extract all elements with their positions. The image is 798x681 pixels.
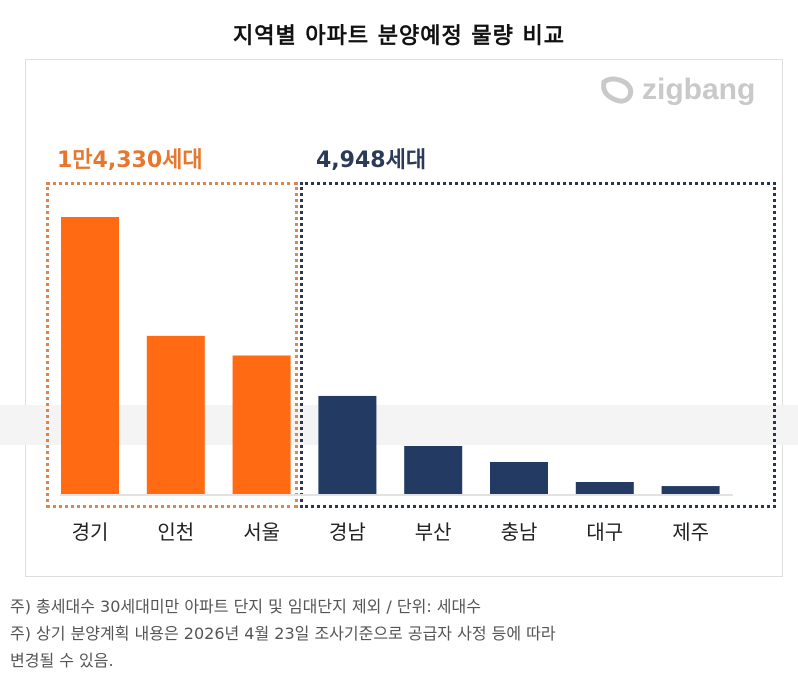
bar-3: [318, 395, 377, 494]
bar-1: [146, 335, 205, 494]
x-tick-label: 대구: [586, 520, 624, 544]
x-tick-label: 서울: [243, 520, 280, 544]
footnote-3: 변경될 수 있음.: [10, 651, 114, 670]
chart-frame: [25, 59, 783, 577]
chart-title: 지역별 아파트 분양예정 물량 비교: [233, 24, 565, 49]
group-box-metro: [46, 182, 298, 508]
bar-4: [404, 445, 463, 494]
bar-5: [490, 461, 548, 494]
footnote-2: 주) 상기 분양계획 내용은 2026년 4월 23일 조사기준으로 공급자 사…: [10, 624, 556, 643]
bar-0: [61, 217, 119, 494]
zigbang-logo: zigbang: [598, 70, 755, 110]
footnotes: 주) 총세대수 30세대미만 아파트 단지 및 임대단지 제외 / 단위: 세대…: [10, 593, 556, 674]
bar-6: [575, 481, 634, 494]
x-tick-label: 제주: [672, 520, 709, 544]
x-tick-label: 충남: [500, 520, 538, 544]
footnote-1: 주) 총세대수 30세대미만 아파트 단지 및 임대단지 제외 / 단위: 세대…: [10, 597, 481, 616]
bar-7: [661, 486, 720, 494]
background-band: [0, 405, 798, 445]
group-label-provinces: 4,948세대: [316, 148, 427, 173]
x-tick-label: 부산: [414, 520, 452, 544]
zigbang-logo-icon: [601, 76, 634, 104]
logo-text: zigbang: [642, 73, 756, 106]
bar-2: [232, 355, 291, 494]
x-tick-label: 경남: [328, 520, 366, 544]
x-tick-label: 경기: [71, 520, 109, 544]
x-tick-label: 인천: [157, 520, 195, 544]
group-label-metro: 1만4,330세대: [57, 148, 203, 173]
group-box-provinces: [300, 182, 776, 508]
